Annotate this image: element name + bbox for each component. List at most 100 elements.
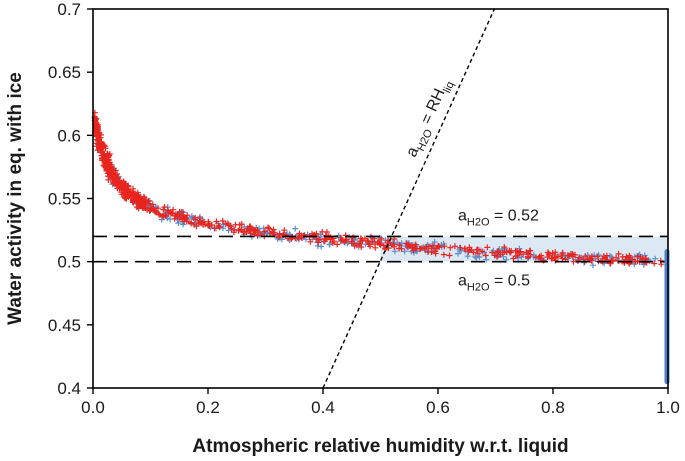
data-point-red [634, 253, 641, 260]
data-point-red [103, 166, 110, 173]
data-point-red [343, 236, 350, 243]
data-point-red [358, 244, 365, 250]
data-point-blue [503, 256, 510, 263]
data-point-red [440, 251, 447, 258]
data-point-red [168, 210, 175, 217]
data-point-red [428, 249, 435, 256]
x-axis-title: Atmospheric relative humidity w.r.t. liq… [192, 436, 568, 457]
data-point-red [582, 253, 589, 260]
data-point-red [197, 218, 204, 225]
data-point-red [342, 232, 349, 239]
data-point-red [544, 254, 551, 260]
data-point-red [247, 223, 254, 230]
data-point-red [141, 194, 148, 201]
data-point-red [102, 162, 109, 169]
data-point-red [523, 249, 530, 256]
data-point-red [619, 253, 626, 260]
data-point-red [95, 147, 102, 153]
annotation-upper-line: aH2O = 0.52 [458, 207, 539, 228]
y-tick-label: 0.45 [48, 316, 81, 335]
data-point-red [149, 201, 156, 208]
data-point-blue [455, 250, 461, 257]
data-point-red [538, 252, 545, 259]
data-point-red [446, 252, 453, 259]
data-point-red [101, 150, 108, 157]
data-point-red [270, 226, 277, 233]
data-point-red [520, 251, 527, 258]
data-point-red [570, 258, 577, 265]
data-point-red [435, 243, 442, 250]
data-point-red [111, 173, 118, 180]
data-point-red [243, 229, 250, 235]
data-point-red [93, 115, 100, 122]
data-point-red [307, 238, 314, 245]
data-point-red [125, 182, 132, 189]
data-point-red [436, 244, 443, 251]
data-point-red [119, 182, 126, 189]
y-tick-label: 0.5 [57, 253, 81, 272]
data-point-red [171, 215, 178, 222]
annotation-diag-mid: = RH [416, 86, 449, 131]
data-point-red [145, 197, 152, 204]
data-point-red [139, 204, 146, 211]
data-point-red [465, 248, 472, 255]
data-point-red [624, 255, 631, 261]
data-point-red [495, 249, 501, 256]
data-point-blue [219, 225, 226, 232]
annotation-diagonal: aH2O = RHliq [403, 76, 457, 161]
data-point-blue [302, 236, 309, 243]
data-point-red [161, 204, 168, 210]
data-point-red [396, 245, 403, 252]
data-point-red [155, 205, 161, 212]
data-point-red [651, 260, 658, 267]
y-tick-label: 0.55 [48, 190, 81, 209]
data-point-red [489, 249, 496, 256]
data-point-red [516, 249, 523, 256]
y-axis-title: Water activity in eq. with ice [5, 72, 26, 325]
data-point-red [334, 241, 341, 248]
data-point-red [457, 244, 464, 251]
data-point-red [281, 227, 288, 234]
data-point-red [130, 185, 136, 192]
data-point-red [206, 222, 213, 229]
data-point-blue [464, 253, 471, 260]
diagonal-line-rh [322, 8, 495, 389]
data-point-red [351, 242, 358, 249]
data-point-red [339, 237, 346, 244]
data-point-red [374, 239, 381, 246]
x-tick-label: 0.8 [541, 398, 565, 417]
data-point-blue [652, 255, 659, 262]
data-point-red [319, 228, 326, 235]
data-point-blue [641, 252, 648, 259]
data-point-red [191, 221, 198, 228]
data-point-red [228, 225, 235, 232]
data-point-red [447, 244, 454, 251]
data-point-red [613, 254, 620, 261]
data-point-blue [292, 225, 299, 232]
data-point-red [484, 244, 491, 251]
data-point-blue [189, 213, 195, 220]
data-point-red [365, 241, 372, 248]
data-point-red [183, 218, 190, 225]
data-point-red [114, 185, 121, 192]
data-point-red [202, 221, 209, 228]
data-point-red [100, 143, 107, 150]
annotation-upper-sub: H2O [467, 216, 490, 228]
data-point-red [174, 213, 181, 220]
axis-tick-labels: 0.0 0.2 0.4 0.6 0.8 1.0 0.4 0.45 0.5 0.55 0.6 0.65 0… [48, 0, 680, 417]
x-tick-label: 1.0 [656, 398, 680, 417]
data-point-red [554, 253, 561, 260]
x-tick-label: 0.0 [81, 398, 105, 417]
data-point-red [348, 238, 355, 245]
x-tick-label: 0.4 [311, 398, 335, 417]
data-point-red [403, 240, 410, 247]
data-point-red [152, 208, 159, 214]
data-point-blue [589, 262, 596, 269]
data-point-red [406, 243, 413, 249]
data-point-blue [326, 241, 333, 248]
data-point-red [356, 240, 363, 247]
data-point-red [576, 254, 583, 261]
data-point-blue [180, 221, 186, 228]
data-point-red [296, 230, 303, 237]
